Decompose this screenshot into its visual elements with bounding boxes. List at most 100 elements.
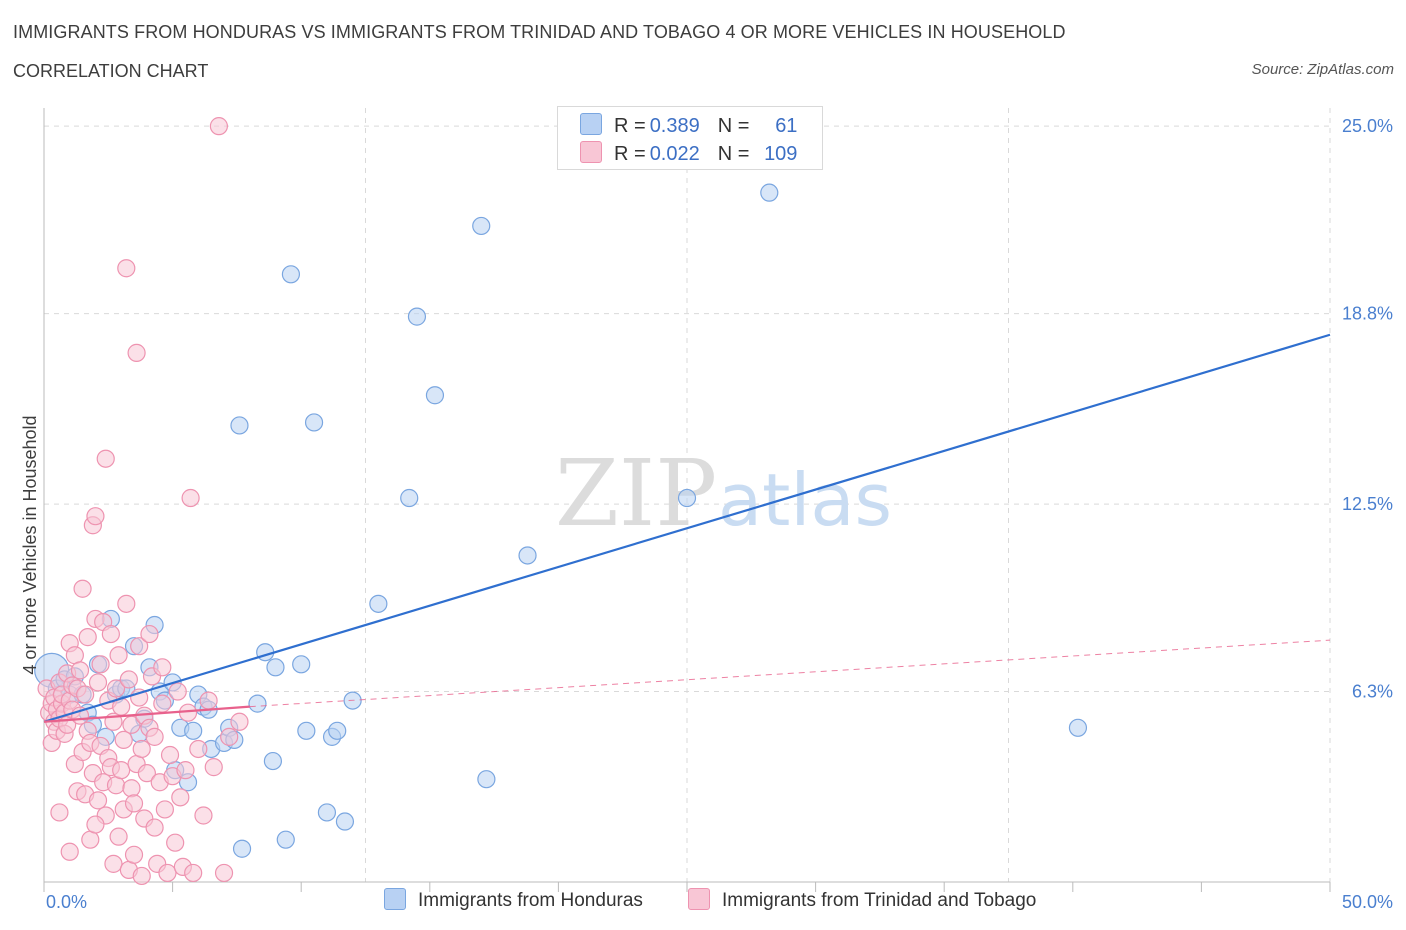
- blue-data-point: [281, 265, 301, 284]
- y-axis-title: 4 or more Vehicles in Household: [20, 415, 40, 674]
- watermark: ZIP atlas: [555, 440, 892, 547]
- legend-item-trinidad[interactable]: Immigrants from Trinidad and Tobago: [688, 888, 1036, 912]
- blue-data-point: [184, 721, 203, 740]
- n-label: N =: [717, 115, 750, 137]
- pink-data-point: [76, 685, 95, 704]
- pink-data-point: [194, 806, 213, 825]
- pink-data-point: [145, 727, 164, 746]
- legend-item-honduras[interactable]: Immigrants from Honduras: [384, 888, 643, 912]
- pink-data-point: [204, 758, 223, 777]
- pink-data-point: [78, 628, 97, 647]
- source-value: ZipAtlas.com: [1307, 61, 1394, 78]
- pink-data-point: [220, 727, 239, 746]
- pink-data-point: [155, 800, 174, 819]
- pink-data-point: [70, 661, 90, 680]
- blue-data-point: [760, 183, 779, 202]
- pink-data-point: [130, 637, 149, 656]
- pink-trend-extension: [249, 639, 1331, 708]
- pink-data-point: [109, 827, 128, 846]
- pink-data-point: [140, 624, 159, 644]
- legend-label-honduras: Immigrants from Honduras: [418, 890, 643, 911]
- pink-data-point: [127, 343, 146, 362]
- blue-data-point: [400, 488, 419, 508]
- blue-data-point: [328, 721, 347, 740]
- pink-data-point: [86, 507, 105, 526]
- blue-data-point: [425, 386, 445, 405]
- blue-data-point: [518, 546, 537, 565]
- blue-data-point: [335, 812, 355, 831]
- y-tick-label: 25.0%: [1342, 116, 1393, 136]
- pink-data-point: [230, 712, 249, 731]
- pink-data-point: [101, 624, 120, 644]
- pink-data-point: [117, 259, 136, 278]
- blue-data-point: [407, 307, 427, 326]
- pink-data-point: [181, 488, 200, 508]
- pink-data-point: [86, 815, 105, 834]
- trend-lines: [43, 333, 1331, 723]
- pink-data-point: [199, 691, 218, 710]
- pink-data-point: [137, 764, 156, 783]
- n-value: 61: [775, 115, 798, 137]
- pink-data-point: [60, 842, 79, 861]
- blue-data-point: [263, 751, 283, 771]
- pink-data-point: [168, 682, 187, 701]
- n-value: 109: [764, 143, 798, 165]
- blue-data-point: [369, 594, 388, 613]
- r-label: R =: [614, 143, 646, 165]
- stats-legend-row-trinidad: R = 0.022 N = 109: [580, 141, 797, 166]
- pink-data-point: [160, 745, 180, 765]
- pink-data-point: [109, 646, 128, 665]
- pink-trend-line: [43, 705, 250, 723]
- blue-data-point: [248, 694, 267, 713]
- y-tick-label: 12.5%: [1342, 494, 1393, 514]
- blue-data-point: [266, 658, 285, 677]
- legend-swatch-trinidad: [688, 888, 710, 910]
- pink-data-point: [171, 788, 190, 807]
- source-label: Source:: [1251, 61, 1304, 78]
- pink-data-point: [104, 854, 123, 873]
- legend-swatch-honduras: [384, 888, 406, 910]
- blue-data-point: [477, 770, 496, 789]
- blue-data-point: [472, 216, 491, 236]
- blue-data-point: [256, 643, 275, 662]
- blue-data-point: [304, 413, 324, 432]
- blue-trend-line: [43, 333, 1331, 723]
- pink-data-point: [122, 779, 141, 798]
- y-tick-label: 6.3%: [1352, 682, 1393, 702]
- source-credit: Source: ZipAtlas.com: [1252, 61, 1394, 78]
- r-value: 0.389: [649, 115, 700, 137]
- pink-data-point: [88, 791, 108, 810]
- r-label: R =: [614, 115, 646, 137]
- pink-data-point: [73, 579, 92, 598]
- pink-data-point: [81, 830, 100, 849]
- stats-legend-row-honduras: R = 0.389 N = 61: [580, 113, 797, 138]
- x-tick-label-max: 50.0%: [1342, 892, 1393, 912]
- pink-data-point: [117, 594, 136, 613]
- data-points: [34, 117, 1088, 886]
- legend-label-trinidad: Immigrants from Trinidad and Tobago: [722, 890, 1037, 911]
- stats-legend: R = 0.389 N = 61 R = 0.022 N = 109: [557, 106, 823, 170]
- blue-data-point: [276, 830, 295, 849]
- pink-data-point: [184, 863, 203, 883]
- pink-data-point: [132, 739, 151, 759]
- pink-data-point: [88, 673, 108, 692]
- blue-data-point: [292, 655, 311, 674]
- y-tick-label: 18.8%: [1342, 304, 1393, 324]
- legend-swatch-pink: [580, 141, 602, 163]
- blue-data-point: [317, 803, 337, 822]
- pink-data-point: [153, 658, 172, 677]
- pink-data-point: [119, 670, 138, 689]
- pink-data-point: [106, 776, 126, 795]
- watermark-atlas: atlas: [718, 458, 892, 542]
- pink-data-point: [96, 449, 115, 468]
- pink-data-point: [189, 739, 208, 759]
- blue-data-point: [230, 416, 249, 435]
- pink-data-point: [132, 866, 151, 886]
- pink-data-point: [145, 818, 164, 837]
- chart-subtitle: CORRELATION CHART: [13, 61, 209, 81]
- x-tick-label-min: 0.0%: [46, 892, 87, 912]
- chart-title: IMMIGRANTS FROM HONDURAS VS IMMIGRANTS F…: [13, 22, 1066, 42]
- legend-swatch-blue: [580, 113, 602, 135]
- axis-labels: 6.3% 12.5% 18.8% 25.0% 0.0% 50.0% 4 or more Ve…: [20, 116, 1393, 912]
